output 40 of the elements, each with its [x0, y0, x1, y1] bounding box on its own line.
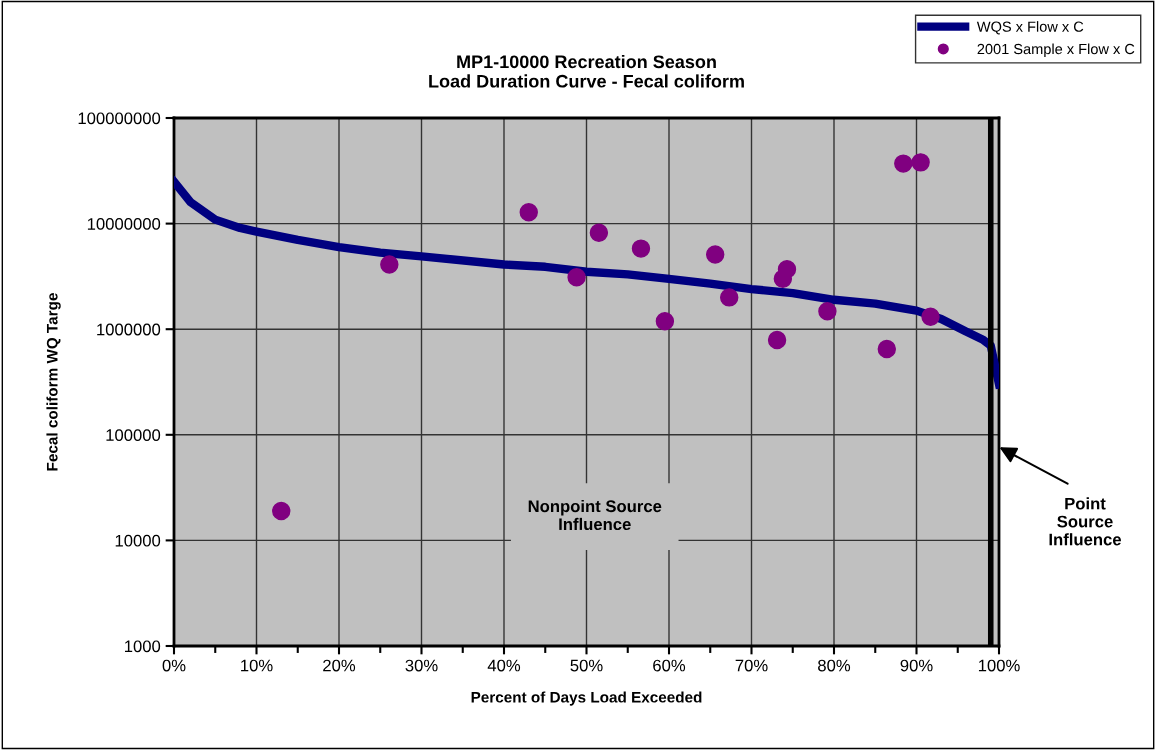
- x-tick-label: 10%: [241, 659, 273, 672]
- point: [911, 153, 930, 172]
- point: [631, 239, 651, 258]
- point: [380, 255, 399, 274]
- point: [720, 288, 739, 307]
- y-tick-label: 1000: [125, 640, 161, 653]
- x-axis-title: Percent of Days Load Exceeded: [471, 691, 702, 706]
- x-tick-label: 0%: [162, 659, 186, 672]
- point: [921, 307, 940, 327]
- annotation: Nonpoint Source Influence: [528, 499, 662, 531]
- x-tick-label: 80%: [818, 659, 851, 672]
- point: [777, 259, 797, 279]
- x-tick-label: 60%: [653, 659, 686, 672]
- y-tick-label: 1000000: [97, 323, 161, 336]
- chart-title: MP1-10000 Recreation Season Load Duration Curve - Fecal coliform: [429, 54, 744, 88]
- point: [567, 268, 586, 287]
- y-axis-title: Fecal coliform WQ Targe: [46, 293, 61, 471]
- x-tick-label: 40%: [487, 659, 521, 672]
- y-tick-label: 100000: [106, 429, 161, 441]
- point: [655, 312, 675, 331]
- x-tick-label: 100%: [978, 659, 1020, 672]
- point: [767, 330, 787, 350]
- point: [818, 302, 837, 321]
- x-tick-label: 50%: [570, 659, 603, 672]
- point: [877, 339, 897, 359]
- legend-label: WQS x Flow x C: [976, 21, 1084, 35]
- point: [894, 154, 913, 173]
- x-tick-label: 30%: [405, 659, 438, 672]
- point: [272, 501, 291, 521]
- y-tick-label: 100000000: [78, 112, 161, 125]
- point: [519, 203, 538, 222]
- y-tick-label: 10000: [115, 534, 161, 547]
- text: Point Source Influence: [1049, 497, 1122, 546]
- x-tick-label: 70%: [735, 659, 768, 672]
- legend-label: 2001 Sample x Flow x C: [977, 43, 1135, 58]
- point: [589, 223, 609, 242]
- x-tick-label: 20%: [323, 659, 356, 672]
- point: [705, 245, 725, 264]
- x-tick-label: 90%: [900, 659, 933, 672]
- y-tick-label: 10000000: [87, 218, 161, 230]
